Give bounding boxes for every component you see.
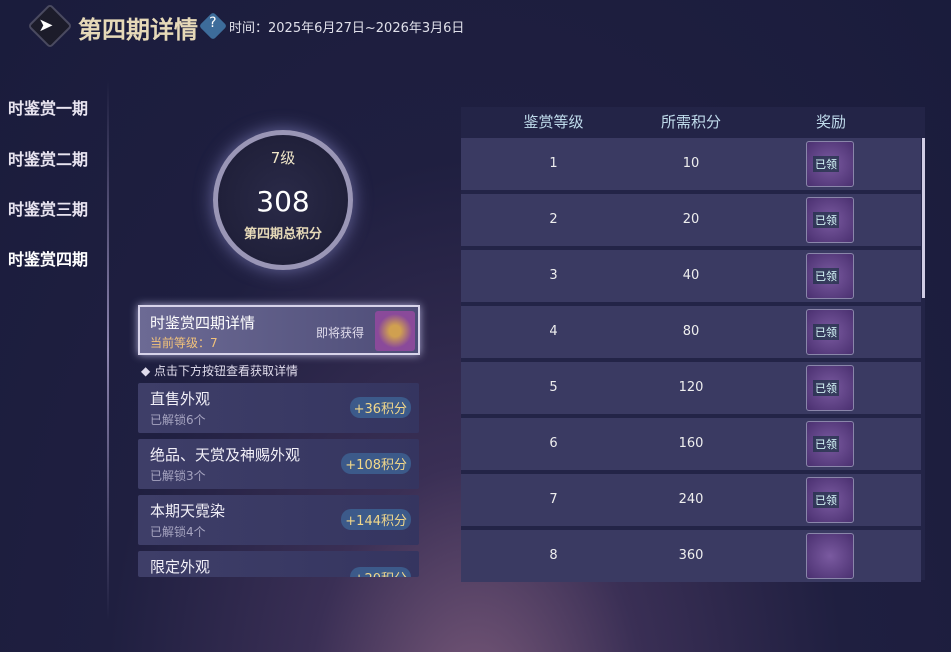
table-row: 6 160 已领 — [461, 418, 921, 470]
table-row: 2 20 已领 — [461, 194, 921, 246]
back-button[interactable]: ➤ — [27, 3, 73, 49]
sidebar-item-period-2[interactable]: 时鉴赏二期 — [8, 150, 89, 169]
row-points: 40 — [682, 268, 700, 283]
table-row: 7 240 已领 — [461, 474, 921, 526]
source-count: 已解锁4个 — [150, 525, 206, 539]
period-detail-card[interactable]: 时鉴赏四期详情 当前等级：7 即将获得 — [138, 305, 420, 355]
table-row: 1 10 已领 — [461, 138, 921, 190]
reward-icon[interactable] — [806, 533, 854, 579]
row-points: 240 — [678, 492, 704, 507]
source-points-badge: +108积分 — [341, 453, 411, 474]
header-points: 所需积分 — [660, 113, 721, 131]
detail-level: 当前等级：7 — [150, 336, 218, 350]
table-row: 5 120 已领 — [461, 362, 921, 414]
reward-icon[interactable]: 已领 — [806, 477, 854, 523]
table-scrollbar[interactable] — [922, 138, 925, 298]
page-title: 第四期详情 — [78, 15, 198, 44]
score-ring: 7级 308 第四期总积分 — [213, 130, 353, 270]
points-source-button[interactable]: 绝品、天赏及神赐外观 已解锁3个 +108积分 — [138, 439, 419, 489]
row-points: 80 — [682, 324, 700, 339]
source-points-badge: +144积分 — [341, 509, 411, 530]
hint-text: ◆ 点击下方按钮查看获取详情 — [141, 364, 299, 378]
row-level: 4 — [549, 324, 558, 339]
table-row: 3 40 已领 — [461, 250, 921, 302]
reward-icon[interactable]: 已领 — [806, 309, 854, 355]
header-level: 鉴赏等级 — [523, 113, 584, 131]
header-reward: 奖励 — [815, 113, 846, 131]
claimed-badge: 已领 — [813, 212, 839, 228]
points-source-button[interactable]: 直售外观 已解锁6个 +36积分 — [138, 383, 419, 433]
row-level: 3 — [549, 268, 558, 283]
source-points-badge: +20积分 — [349, 567, 411, 577]
row-level: 5 — [549, 380, 558, 395]
period-time: 时间：2025年6月27日~2026年3月6日 — [229, 21, 465, 36]
table-row: 8 360 — [461, 530, 921, 582]
reward-icon[interactable]: 已领 — [806, 141, 854, 187]
current-level: 7级 — [270, 149, 296, 167]
row-level: 8 — [549, 548, 558, 563]
points-source-button[interactable]: 本期天霓染 已解锁4个 +144积分 — [138, 495, 419, 545]
row-points: 160 — [678, 436, 704, 451]
back-arrow-icon: ➤ — [38, 14, 54, 36]
row-points: 120 — [678, 380, 704, 395]
detail-title: 时鉴赏四期详情 — [150, 314, 256, 332]
upcoming-reward-label: 即将获得 — [316, 326, 365, 340]
total-points: 308 — [256, 185, 310, 218]
claimed-badge: 已领 — [813, 324, 839, 340]
row-level: 2 — [549, 212, 558, 227]
table-row: 4 80 已领 — [461, 306, 921, 358]
claimed-badge: 已领 — [813, 156, 839, 172]
question-icon: ? — [209, 14, 217, 31]
row-level: 1 — [549, 156, 558, 171]
source-count: 已解锁6个 — [150, 413, 206, 427]
claimed-badge: 已领 — [813, 380, 839, 396]
row-points: 360 — [678, 548, 704, 563]
source-name: 限定外观 — [150, 558, 211, 576]
row-points: 10 — [682, 156, 700, 171]
row-level: 6 — [549, 436, 558, 451]
sidebar-item-period-4[interactable]: 时鉴赏四期 — [8, 250, 89, 269]
reward-icon[interactable]: 已领 — [806, 253, 854, 299]
reward-icon[interactable]: 已领 — [806, 421, 854, 467]
points-source-button[interactable]: 限定外观 +20积分 — [138, 551, 419, 577]
row-level: 7 — [549, 492, 558, 507]
source-name: 绝品、天赏及神赐外观 — [150, 446, 301, 464]
source-name: 直售外观 — [150, 390, 211, 408]
help-button[interactable]: ? — [198, 11, 228, 41]
claimed-badge: 已领 — [813, 492, 839, 508]
source-points-badge: +36积分 — [349, 397, 411, 418]
reward-icon[interactable]: 已领 — [806, 365, 854, 411]
claimed-badge: 已领 — [813, 268, 839, 284]
reward-icon[interactable]: 已领 — [806, 197, 854, 243]
source-count: 已解锁3个 — [150, 469, 206, 483]
upcoming-reward-icon[interactable] — [375, 311, 415, 351]
row-points: 20 — [682, 212, 700, 227]
source-name: 本期天霓染 — [150, 502, 226, 520]
sidebar-item-period-1[interactable]: 时鉴赏一期 — [8, 99, 89, 118]
total-points-label: 第四期总积分 — [243, 227, 322, 242]
reward-table: 鉴赏等级 所需积分 奖励 1 10 已领 2 20 已领 3 40 已领 4 8… — [461, 107, 925, 582]
header: ➤ 第四期详情 ? 时间：2025年6月27日~2026年3月6日 — [0, 0, 951, 55]
claimed-badge: 已领 — [813, 436, 839, 452]
divider — [107, 80, 109, 620]
sidebar-item-period-3[interactable]: 时鉴赏三期 — [8, 200, 89, 219]
